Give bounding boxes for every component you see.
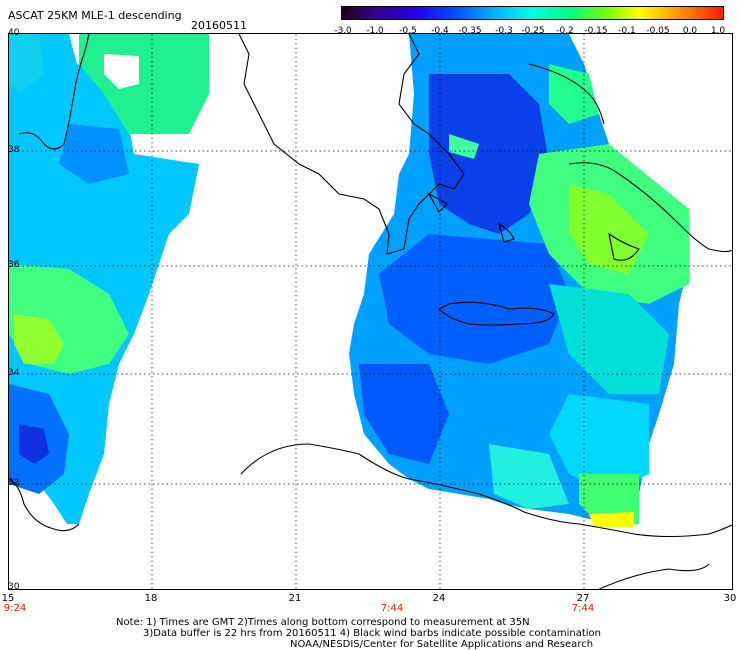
colorbar-tick-label: -0.25 bbox=[521, 26, 545, 36]
latitude-label: 38 bbox=[8, 145, 20, 155]
latitude-label: 40 bbox=[8, 28, 20, 38]
colorbar bbox=[341, 6, 724, 20]
latitude-label: 36 bbox=[8, 260, 20, 270]
left-swath bbox=[9, 34, 209, 524]
colorbar-tick-label: -0.35 bbox=[458, 26, 482, 36]
right-swath bbox=[349, 34, 689, 527]
map-canvas bbox=[9, 34, 732, 589]
latitude-label: 34 bbox=[8, 368, 20, 378]
footer-credit: NOAA/NESDIS/Center for Satellite Applica… bbox=[290, 639, 594, 650]
longitude-label: 21 bbox=[288, 593, 302, 604]
colorbar-tick-label: -0.1 bbox=[618, 26, 636, 36]
graticule bbox=[9, 34, 732, 589]
colorbar-tick-label: 1.0 bbox=[710, 26, 726, 36]
longitude-label: 15 bbox=[1, 593, 15, 604]
map-date: 20160511 bbox=[191, 19, 247, 32]
latitude-label: 32 bbox=[8, 478, 20, 488]
coastlines bbox=[9, 34, 732, 589]
footer-note-2: 3)Data buffer is 22 hrs from 20160511 4)… bbox=[143, 628, 601, 639]
pass-time-label: 7:44 bbox=[571, 603, 595, 614]
colorbar-tick-label: -0.05 bbox=[646, 26, 670, 36]
pass-time-label: 9:24 bbox=[3, 603, 27, 614]
longitude-label: 30 bbox=[723, 593, 737, 604]
colorbar-tick-label: -0.4 bbox=[431, 26, 449, 36]
colorbar-tick-label: -0.5 bbox=[399, 26, 417, 36]
map-title: ASCAT 25KM MLE-1 descending bbox=[8, 9, 182, 22]
footer-note-1: Note: 1) Times are GMT 2)Times along bot… bbox=[116, 617, 530, 628]
longitude-label: 24 bbox=[432, 593, 446, 604]
colorbar-tick-label: -0.3 bbox=[495, 26, 513, 36]
colorbar-tick-label: -0.2 bbox=[556, 26, 574, 36]
colorbar-tick-label: -3.0 bbox=[334, 26, 352, 36]
latitude-label: 30 bbox=[8, 582, 20, 592]
longitude-label: 27 bbox=[576, 593, 590, 604]
longitude-label: 18 bbox=[144, 593, 158, 604]
colorbar-tick-label: 0.0 bbox=[682, 26, 698, 36]
map-panel bbox=[8, 33, 733, 590]
colorbar-tick-label: -0.15 bbox=[584, 26, 608, 36]
pass-time-label: 7:44 bbox=[380, 603, 404, 614]
colorbar-tick-label: -1.0 bbox=[366, 26, 384, 36]
